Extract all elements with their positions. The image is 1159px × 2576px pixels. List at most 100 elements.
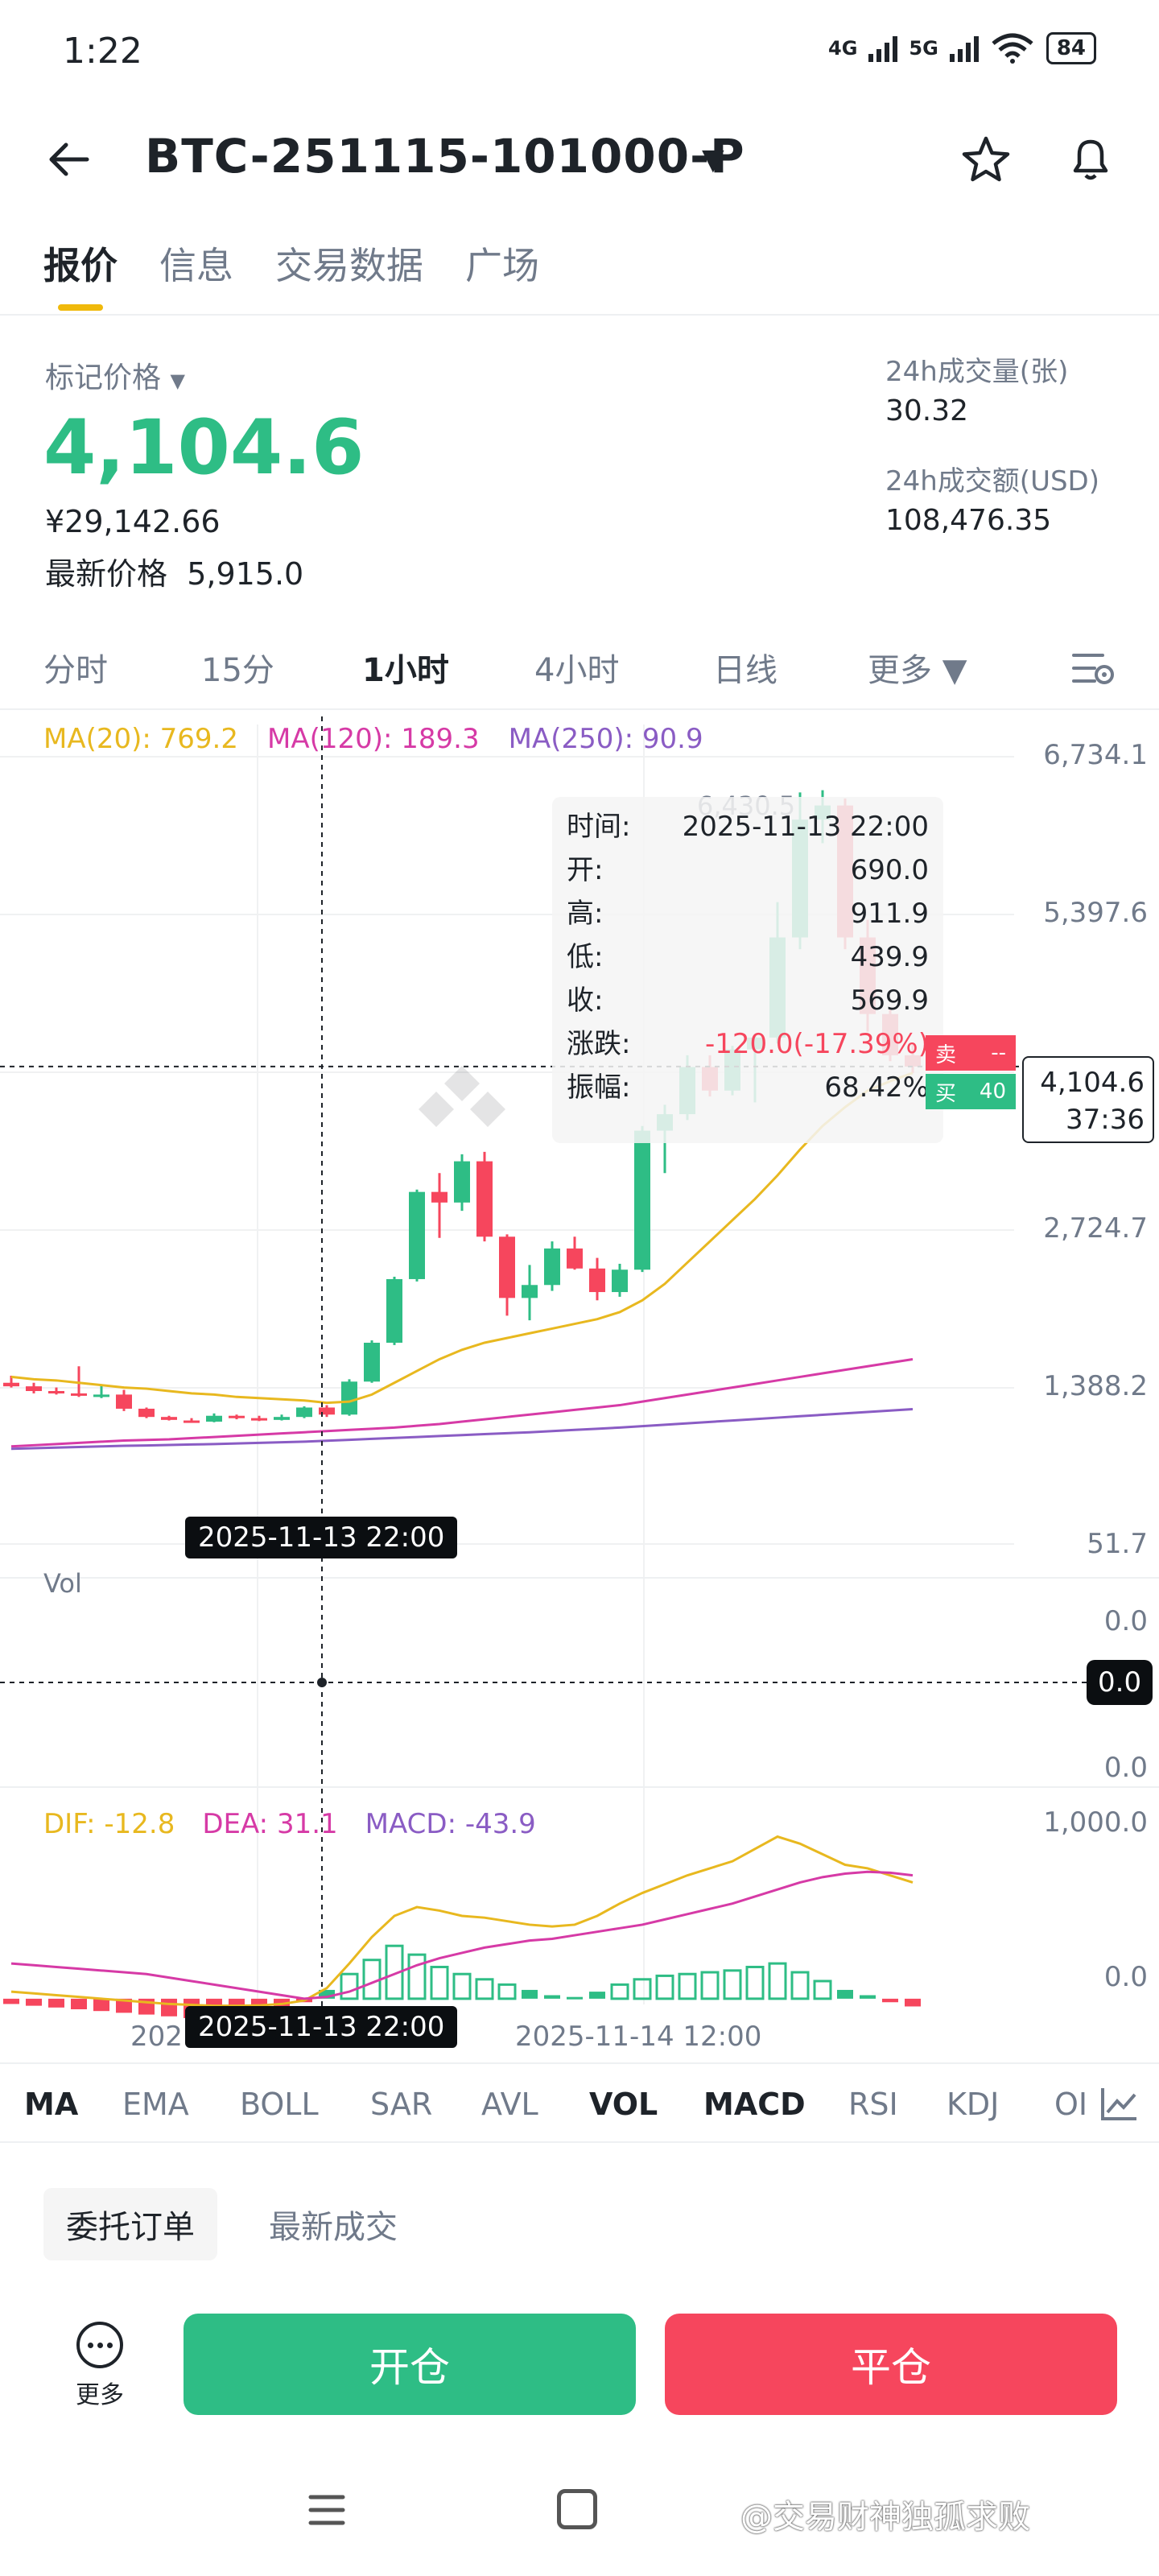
ma-legend: MA(20): 769.2 MA(120): 189.3 MA(250): 90… — [43, 723, 703, 755]
tooltip-row: 开: 690.0 — [567, 848, 929, 892]
tooltip-close-value: 569.9 — [850, 985, 929, 1017]
macd-histogram-bar — [655, 1974, 674, 2000]
status-time: 1:22 — [63, 31, 142, 72]
watermark-text: @交易财神独孤求败 — [740, 2499, 1030, 2536]
indicator-boll[interactable]: BOLL — [240, 2087, 319, 2122]
macd-histogram-bar — [497, 1983, 517, 2000]
macd-histogram-bar — [544, 1995, 560, 1999]
back-arrow-icon[interactable] — [45, 135, 93, 184]
candle-body — [634, 1130, 650, 1270]
tooltip-low-label: 低: — [567, 941, 604, 973]
macd-histogram-bar — [790, 1971, 810, 2000]
chart-settings-icon[interactable] — [1070, 647, 1116, 689]
wifi-icon — [992, 33, 1033, 64]
dif-legend: DIF: -12.8 — [43, 1808, 175, 1840]
bell-icon[interactable] — [1064, 132, 1117, 185]
chevron-down-icon: ▼ — [170, 369, 185, 392]
price-axis-label: 6,734.1 — [1043, 739, 1148, 771]
indicator-ema[interactable]: EMA — [122, 2087, 189, 2122]
symbol-dropdown-icon[interactable]: ▼ — [702, 143, 724, 176]
last-price-label: 最新价格 — [45, 556, 168, 592]
tooltip-time-value: 2025-11-13 22:00 — [682, 811, 929, 843]
candle-body — [319, 1407, 335, 1415]
macd-axis-zero: 0.0 — [1103, 1961, 1148, 1993]
tooltip-time-label: 时间: — [567, 811, 631, 843]
tooltip-change-label: 涨跌: — [567, 1028, 631, 1060]
chevron-down-icon: ▼ — [942, 652, 967, 689]
network-5g-label: 5G — [909, 37, 938, 60]
indicator-settings-icon[interactable] — [1099, 2085, 1140, 2122]
candle-body — [499, 1236, 515, 1298]
candle-body — [93, 1394, 109, 1397]
tooltip-high-label: 高: — [567, 898, 604, 930]
tab-square[interactable]: 广场 — [465, 244, 539, 287]
more-button[interactable]: 更多 — [68, 2322, 132, 2410]
macd-histogram-bar — [589, 1992, 605, 1999]
price-axis-label: 5,397.6 — [1043, 897, 1148, 929]
interval-15m[interactable]: 15分 — [201, 652, 274, 689]
indicator-ma[interactable]: MA — [24, 2087, 79, 2122]
candle-body — [364, 1342, 380, 1382]
mark-price-label[interactable]: 标记价格 ▼ — [45, 354, 185, 396]
buy-tag[interactable]: 买 40 — [926, 1074, 1016, 1109]
tooltip-low-value: 439.9 — [850, 941, 929, 973]
tab-quote[interactable]: 报价 — [43, 244, 118, 287]
interval-time[interactable]: 分时 — [43, 652, 108, 689]
interval-more[interactable]: 更多 ▼ — [868, 644, 967, 691]
home-icon[interactable] — [557, 2489, 597, 2529]
indicator-kdj[interactable]: KDJ — [947, 2087, 1000, 2122]
candle-body — [138, 1408, 155, 1418]
macd-histogram-bar — [48, 1998, 64, 2008]
interval-1h[interactable]: 1小时 — [362, 652, 449, 689]
interval-daily[interactable]: 日线 — [713, 652, 777, 689]
indicator-avl[interactable]: AVL — [481, 2087, 538, 2122]
exchange-watermark-logo — [419, 1066, 505, 1127]
interval-more-label: 更多 — [868, 652, 932, 689]
open-position-button[interactable]: 开仓 — [184, 2314, 636, 2415]
sell-tag[interactable]: 卖 -- — [926, 1035, 1016, 1071]
macd-histogram-bar — [745, 1965, 765, 2000]
indicator-rsi[interactable]: RSI — [848, 2087, 898, 2122]
favorite-star-icon[interactable] — [959, 134, 1013, 187]
indicator-oi[interactable]: OI — [1054, 2087, 1088, 2122]
tooltip-change-value: -120.0(-17.39%) — [704, 1028, 929, 1060]
divider — [0, 314, 1159, 316]
tooltip-row: 时间: 2025-11-13 22:00 — [567, 805, 929, 848]
indicator-sar[interactable]: SAR — [370, 2087, 433, 2122]
tab-open-orders[interactable]: 委托订单 — [43, 2188, 217, 2260]
interval-4h[interactable]: 4小时 — [534, 652, 620, 689]
macd-dif-line — [10, 1835, 914, 2008]
mark-price-value: 4,104.6 — [43, 404, 365, 492]
ma20-line — [10, 1071, 914, 1405]
buy-tag-value: 40 — [979, 1080, 1006, 1104]
indicator-macd[interactable]: MACD — [703, 2087, 806, 2122]
recent-apps-icon[interactable] — [307, 2492, 346, 2528]
candle-countdown: 37:36 — [1066, 1104, 1145, 1136]
indicator-vol[interactable]: VOL — [589, 2087, 658, 2122]
tooltip-open-value: 690.0 — [850, 854, 929, 886]
sell-tag-label: 卖 — [935, 1042, 957, 1067]
volume-24h-label: 24h成交量(张) — [885, 356, 1069, 388]
candle-body — [184, 1420, 200, 1423]
macd-histogram-bar — [768, 1962, 787, 2000]
tab-info[interactable]: 信息 — [159, 244, 233, 287]
tab-trading-data[interactable]: 交易数据 — [275, 244, 423, 287]
tooltip-open-label: 开: — [567, 854, 604, 886]
macd-histogram-bar — [475, 1978, 494, 2000]
macd-histogram-bar — [723, 1969, 742, 2000]
macd-histogram-bar — [362, 1959, 382, 2000]
signal-icon — [949, 35, 979, 62]
close-position-button[interactable]: 平仓 — [665, 2314, 1117, 2415]
candle-body — [296, 1407, 312, 1418]
crosshair-time-badge-bottom: 2025-11-13 22:00 — [185, 2006, 458, 2048]
macd-histogram-bar — [116, 1998, 132, 2013]
instrument-symbol[interactable]: BTC-251115-101000-P — [145, 129, 745, 184]
candle-body — [71, 1393, 87, 1396]
x-axis-label: 2025-11-14 12:00 — [515, 2021, 762, 2053]
tooltip-close-label: 收: — [567, 985, 604, 1017]
macd-histogram-bar — [319, 1989, 335, 1999]
tab-latest-trades[interactable]: 最新成交 — [269, 2209, 398, 2246]
status-icons: 4G 5G 84 — [828, 32, 1096, 64]
ma120-legend: MA(120): 189.3 — [266, 723, 480, 755]
macd-histogram-bar — [26, 1998, 42, 2006]
